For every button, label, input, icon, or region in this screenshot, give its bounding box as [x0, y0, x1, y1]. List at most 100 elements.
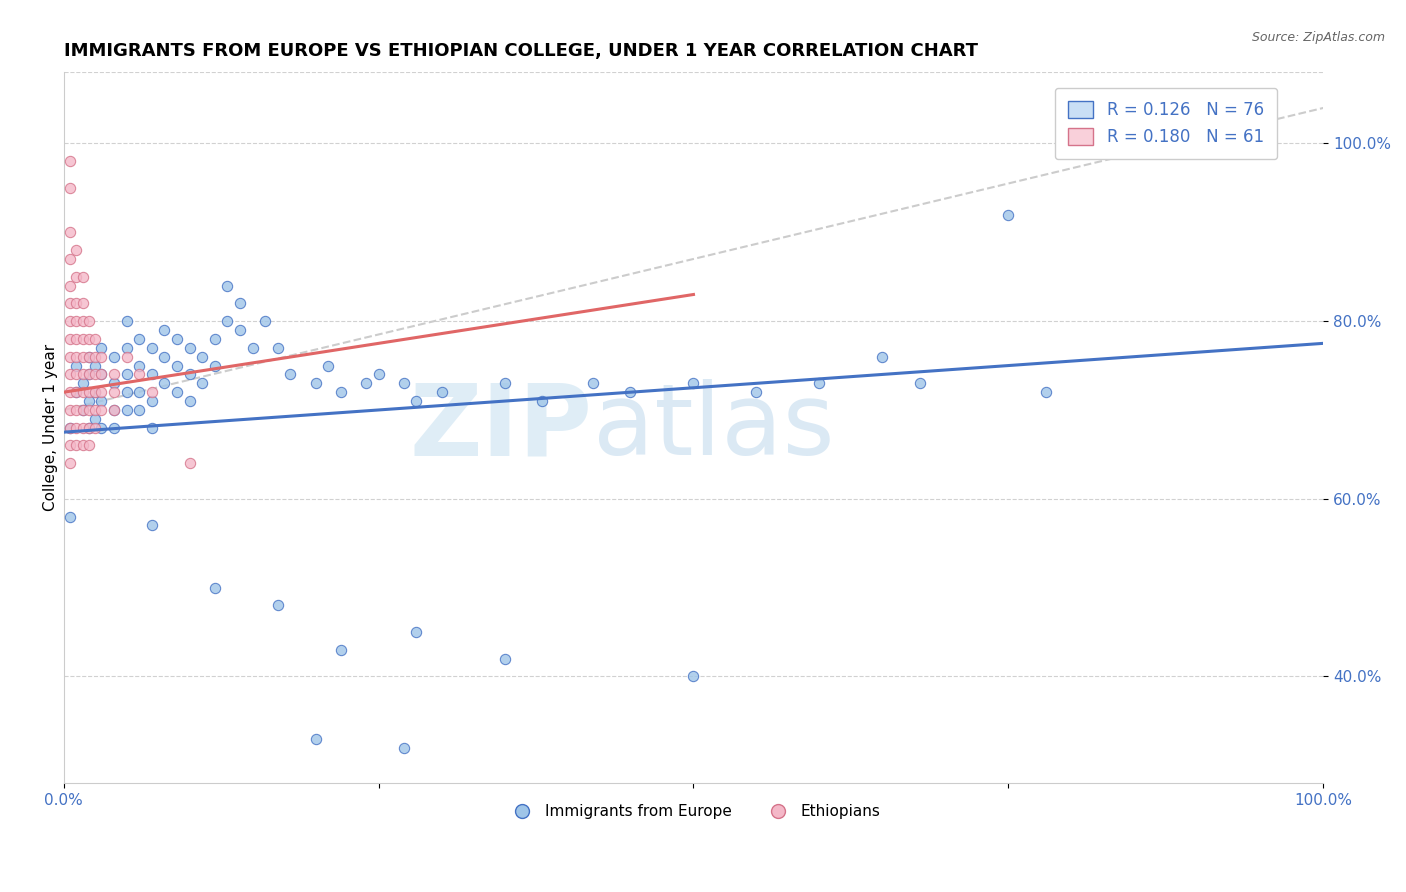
Point — [59, 314, 82, 328]
Text: atlas: atlas — [593, 379, 834, 476]
Point — [65, 269, 87, 284]
Point — [115, 368, 138, 382]
Point — [65, 359, 87, 373]
Point — [217, 314, 239, 328]
Point — [77, 332, 100, 346]
Point — [72, 403, 94, 417]
Point — [72, 385, 94, 400]
Point — [115, 341, 138, 355]
Point — [304, 376, 326, 391]
Point — [84, 332, 107, 346]
Point — [229, 296, 252, 310]
Point — [141, 394, 163, 409]
Point — [582, 376, 605, 391]
Point — [430, 385, 453, 400]
Point — [59, 368, 82, 382]
Point — [77, 403, 100, 417]
Point — [128, 368, 150, 382]
Point — [90, 368, 112, 382]
Point — [59, 385, 82, 400]
Point — [65, 403, 87, 417]
Point — [72, 314, 94, 328]
Point — [77, 368, 100, 382]
Point — [84, 350, 107, 364]
Point — [179, 341, 201, 355]
Point — [72, 350, 94, 364]
Point — [90, 421, 112, 435]
Point — [77, 385, 100, 400]
Point — [141, 341, 163, 355]
Point — [153, 323, 176, 337]
Legend: Immigrants from Europe, Ethiopians: Immigrants from Europe, Ethiopians — [501, 798, 886, 825]
Y-axis label: College, Under 1 year: College, Under 1 year — [44, 344, 58, 511]
Point — [103, 403, 125, 417]
Point — [84, 412, 107, 426]
Point — [84, 421, 107, 435]
Point — [59, 350, 82, 364]
Point — [59, 421, 82, 435]
Point — [72, 269, 94, 284]
Point — [531, 394, 554, 409]
Point — [316, 359, 339, 373]
Point — [115, 403, 138, 417]
Point — [128, 403, 150, 417]
Point — [65, 350, 87, 364]
Point — [280, 368, 302, 382]
Point — [59, 296, 82, 310]
Point — [166, 332, 188, 346]
Point — [77, 350, 100, 364]
Point — [141, 368, 163, 382]
Point — [128, 385, 150, 400]
Point — [77, 368, 100, 382]
Point — [908, 376, 931, 391]
Point — [84, 368, 107, 382]
Point — [619, 385, 641, 400]
Point — [65, 314, 87, 328]
Point — [242, 341, 264, 355]
Point — [103, 376, 125, 391]
Point — [115, 314, 138, 328]
Point — [367, 368, 389, 382]
Point — [59, 421, 82, 435]
Point — [59, 252, 82, 266]
Point — [103, 368, 125, 382]
Point — [153, 376, 176, 391]
Point — [90, 403, 112, 417]
Point — [405, 394, 427, 409]
Point — [84, 403, 107, 417]
Point — [229, 323, 252, 337]
Point — [59, 225, 82, 239]
Point — [494, 651, 516, 665]
Point — [59, 438, 82, 452]
Point — [59, 154, 82, 169]
Point — [682, 376, 704, 391]
Point — [59, 181, 82, 195]
Point — [128, 359, 150, 373]
Point — [90, 350, 112, 364]
Point — [90, 341, 112, 355]
Point — [191, 376, 214, 391]
Point — [217, 278, 239, 293]
Point — [72, 438, 94, 452]
Point — [77, 350, 100, 364]
Point — [72, 368, 94, 382]
Point — [304, 731, 326, 746]
Point — [72, 296, 94, 310]
Point — [90, 394, 112, 409]
Point — [179, 394, 201, 409]
Point — [1161, 145, 1184, 160]
Point — [84, 359, 107, 373]
Point — [103, 385, 125, 400]
Point — [204, 581, 226, 595]
Point — [329, 385, 352, 400]
Point — [392, 740, 415, 755]
Point — [77, 394, 100, 409]
Point — [141, 421, 163, 435]
Point — [77, 314, 100, 328]
Point — [166, 359, 188, 373]
Point — [65, 438, 87, 452]
Point — [329, 642, 352, 657]
Point — [354, 376, 377, 391]
Text: Source: ZipAtlas.com: Source: ZipAtlas.com — [1251, 31, 1385, 45]
Point — [59, 332, 82, 346]
